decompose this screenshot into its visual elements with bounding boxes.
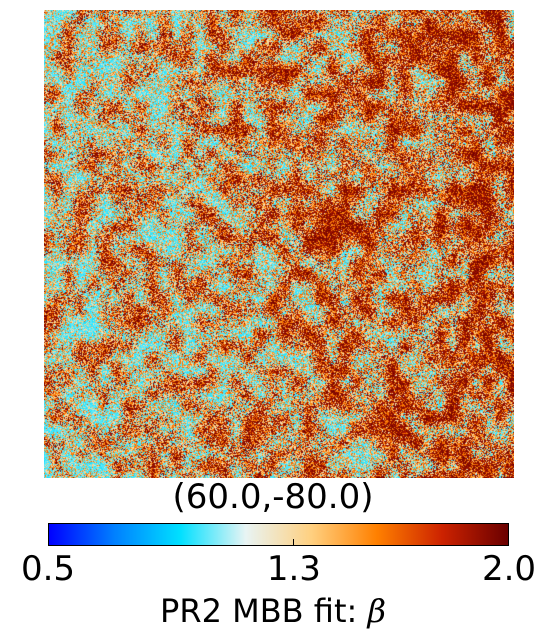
map-title: (60.0,-80.0) [172, 477, 374, 517]
colorbar-tick-label-max: 2.0 [481, 549, 537, 589]
colorbar-tick-label-mid: 1.3 [266, 549, 321, 589]
beta-symbol: β [367, 592, 386, 630]
colorbar-label-text: PR2 MBB fit: [160, 592, 368, 630]
beta-map-image [44, 10, 514, 478]
colorbar-axis-label: PR2 MBB fit: β [0, 590, 546, 632]
map-panel [44, 10, 514, 478]
colorbar-tick [293, 539, 295, 546]
colorbar [48, 523, 509, 546]
colorbar-tick-label-min: 0.5 [20, 549, 76, 589]
